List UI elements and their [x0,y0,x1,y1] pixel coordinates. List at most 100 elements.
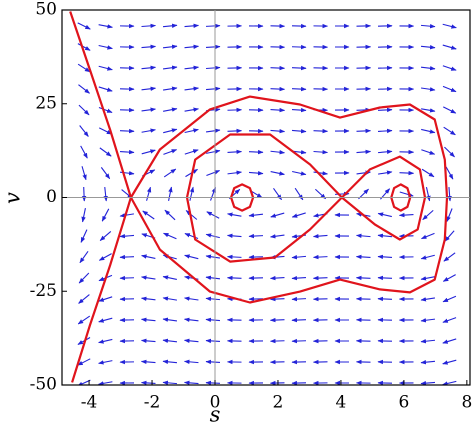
field-arrow [141,44,157,50]
field-arrow [420,23,436,29]
field-arrow [163,149,178,155]
x-tick-label: 4 [336,393,347,413]
field-arrow [312,233,328,239]
field-arrow [184,128,199,134]
field-arrow [269,275,285,281]
field-arrow [99,147,112,157]
field-arrow [141,107,156,112]
field-arrow [355,254,371,260]
field-arrow [248,149,264,155]
field-arrow [184,86,199,91]
field-arrow [98,360,113,365]
field-arrow [377,254,393,260]
field-arrow [119,233,135,239]
y-tick-label: -50 [30,375,57,395]
field-arrow [377,233,393,238]
field-arrow [119,213,134,218]
field-arrow [141,275,156,280]
field-arrow [313,128,329,134]
field-arrow [205,254,221,259]
field-arrow [446,208,453,223]
field-arrow [162,65,178,70]
field-arrow [81,186,87,202]
field-arrow [291,254,307,260]
field-arrow [227,149,243,155]
field-arrow [77,315,91,325]
x-tick-label: 0 [210,393,221,413]
field-arrow [141,254,156,259]
field-arrow [398,212,414,218]
field-arrow [421,128,436,134]
field-arrow [399,170,415,176]
field-arrow [442,359,457,365]
field-arrow [81,208,86,223]
field-arrow [270,171,285,176]
field-arrow [444,230,455,242]
field-arrow [442,85,457,93]
field-arrow [422,209,434,221]
field-arrow [294,187,304,201]
field-arrow [98,317,113,323]
field-arrow [377,107,393,113]
field-arrow [420,360,436,365]
field-arrow [313,149,329,155]
field-arrow [98,24,113,29]
trajectory [185,133,427,263]
field-arrow [140,317,156,322]
field-arrow [442,65,457,71]
field-arrow [420,297,436,302]
field-arrow [162,275,177,280]
field-arrow [79,250,89,264]
field-arrow [205,359,221,365]
field-arrow [292,170,307,176]
field-arrow [81,166,87,181]
field-arrow [442,44,457,50]
field-arrow [162,44,178,49]
field-arrow [141,149,156,155]
field-arrow [377,149,393,155]
field-arrow [270,107,286,113]
field-arrow [291,212,306,218]
field-arrow [77,43,91,51]
field-arrow [168,186,173,201]
field-arrow [227,170,242,175]
x-tick-label: 8 [461,393,472,413]
field-arrow [442,274,456,282]
field-arrow [162,338,178,343]
field-arrow [141,86,157,91]
field-arrow [420,232,435,240]
field-arrow [227,212,242,217]
field-arrow [444,146,455,158]
field-arrow [291,65,307,71]
field-arrow [442,317,457,323]
field-arrow [270,212,285,218]
field-arrow [291,317,307,323]
field-arrow [99,231,112,241]
field-arrow [163,107,178,112]
field-arrow [183,380,199,385]
field-arrow [189,186,195,201]
field-arrow [355,275,371,281]
field-arrow [184,317,199,322]
y-axis-label: v [1,192,25,204]
field-arrow [140,338,156,344]
trajectories [69,11,449,383]
field-arrow [420,87,436,92]
field-arrow [184,296,199,301]
field-arrow [140,359,156,365]
field-arrow [442,23,457,29]
field-arrow [356,128,372,134]
field-arrow [205,44,221,50]
field-arrow [183,338,199,343]
field-arrow [206,211,220,219]
field-arrow [269,317,285,323]
field-arrow [270,65,286,71]
field-arrow [312,254,328,260]
field-arrow [184,44,200,49]
field-arrow [377,296,393,302]
field-arrow [163,128,178,134]
field-arrow [78,294,90,304]
field-arrow [98,107,113,113]
x-tick-label: 2 [273,393,284,413]
